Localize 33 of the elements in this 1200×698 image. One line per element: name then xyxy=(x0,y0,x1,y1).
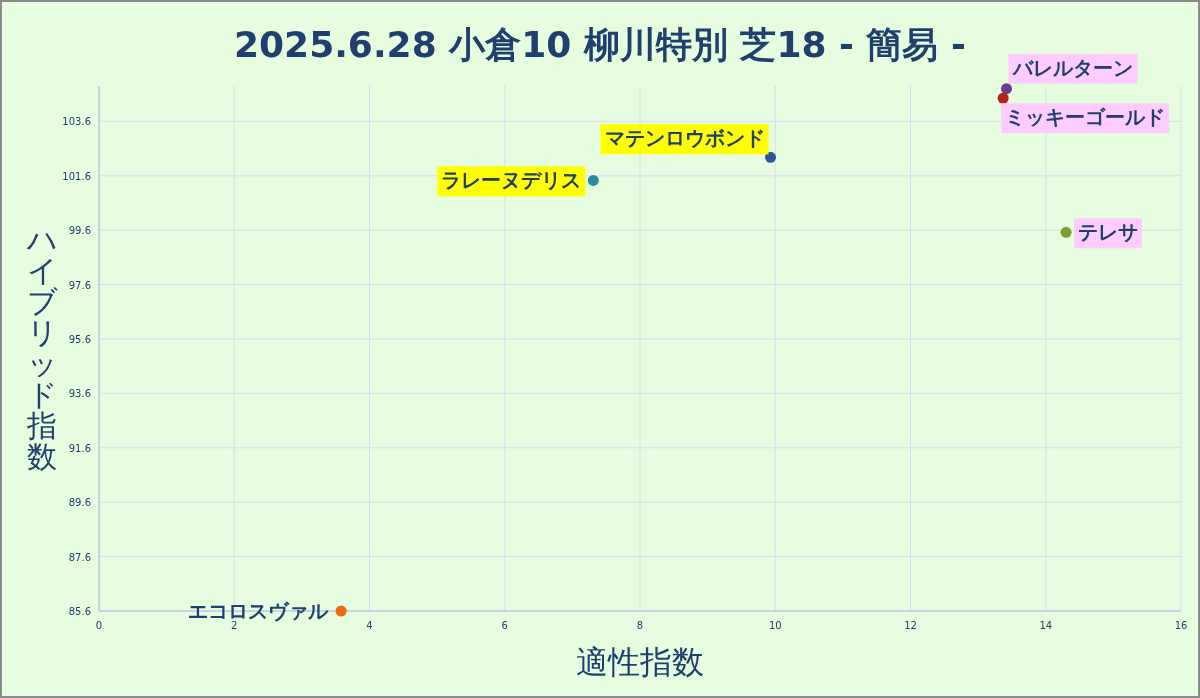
y-tick-label: 91.6 xyxy=(68,442,91,454)
series-label: バレルターン xyxy=(1011,55,1133,80)
series-label: ミッキーゴールド xyxy=(1005,105,1166,130)
x-tick-label: 2 xyxy=(231,620,238,631)
series-label: テレサ xyxy=(1078,220,1139,245)
x-tick-label: 12 xyxy=(904,620,917,631)
x-tick-label: 6 xyxy=(501,620,508,631)
y-tick-label: 87.6 xyxy=(68,551,91,563)
x-tick-label: 8 xyxy=(636,620,644,631)
y-axis-title: ハイブリッド指数 xyxy=(25,222,58,474)
y-tick-label: 103.6 xyxy=(62,116,91,128)
point xyxy=(1001,83,1013,95)
x-tick-label: 0 xyxy=(95,620,103,631)
point xyxy=(335,605,347,617)
y-tick-label: 99.6 xyxy=(68,225,91,237)
chart-title: 2025.6.28 小倉10 柳川特別 芝18 - 簡易 - xyxy=(234,24,966,65)
x-tick-label: 4 xyxy=(366,620,373,631)
point xyxy=(1060,226,1072,238)
x-axis-title: 適性指数 xyxy=(576,643,704,681)
x-tick-label: 14 xyxy=(1039,620,1053,631)
y-tick-label: 93.6 xyxy=(68,388,91,400)
x-tick-label: 16 xyxy=(1174,620,1188,631)
series-label: マテンロウボンド xyxy=(604,126,765,151)
y-tick-label: 101.6 xyxy=(62,170,91,182)
y-tick-label: 95.6 xyxy=(68,333,91,345)
y-tick-label: 97.6 xyxy=(68,279,91,291)
point xyxy=(587,174,599,186)
x-tick-label: 10 xyxy=(768,620,782,631)
y-tick-label: 85.6 xyxy=(68,606,91,617)
point xyxy=(997,92,1009,104)
y-tick-label: 89.6 xyxy=(68,497,91,509)
series-label: ラレーヌデリス xyxy=(441,168,582,193)
point xyxy=(765,151,777,163)
